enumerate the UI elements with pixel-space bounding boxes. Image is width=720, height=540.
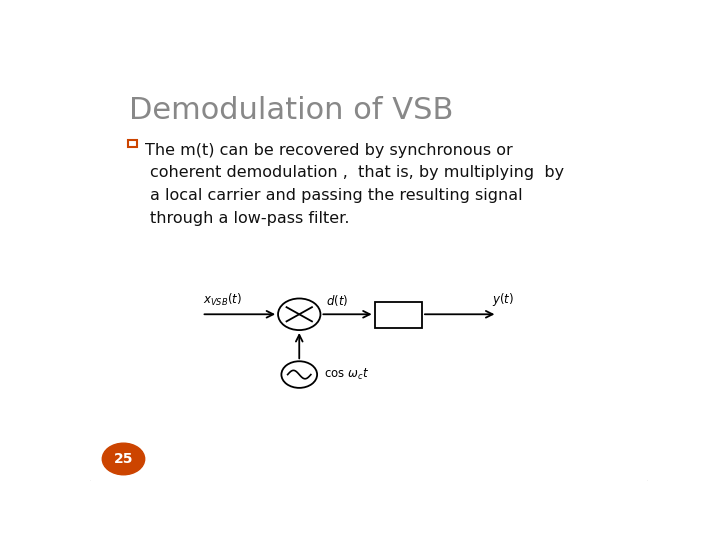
Text: a local carrier and passing the resulting signal: a local carrier and passing the resultin…	[150, 188, 523, 203]
Circle shape	[102, 443, 145, 475]
Text: $x_{VSB}(t)$: $x_{VSB}(t)$	[203, 292, 242, 308]
Text: The m(t) can be recovered by synchronous or: The m(t) can be recovered by synchronous…	[145, 143, 513, 158]
FancyBboxPatch shape	[87, 63, 651, 483]
Text: coherent demodulation ,  that is, by multiplying  by: coherent demodulation , that is, by mult…	[150, 165, 564, 180]
Text: through a low-pass filter.: through a low-pass filter.	[150, 211, 350, 226]
Bar	[374, 302, 422, 328]
Text: 25: 25	[114, 452, 133, 466]
Text: Demodulation of VSB: Demodulation of VSB	[129, 96, 454, 125]
Text: LPF: LPF	[386, 308, 410, 322]
Text: cos $\omega_c t$: cos $\omega_c t$	[324, 367, 369, 382]
Text: $d(t)$: $d(t)$	[326, 293, 348, 308]
Text: $y(t)$: $y(t)$	[492, 291, 514, 308]
Bar	[128, 140, 137, 147]
